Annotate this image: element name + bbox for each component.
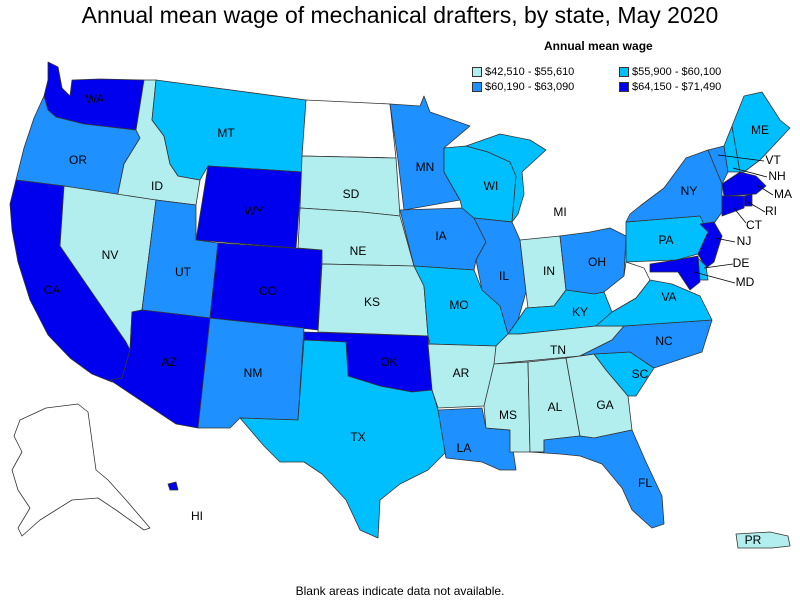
- state-label-ga: GA: [596, 398, 613, 412]
- state-label-vt: VT: [765, 153, 781, 167]
- state-nj[interactable]: [697, 221, 723, 269]
- legend-item-tier1: $42,510 - $55,610: [472, 66, 574, 78]
- state-label-mt: MT: [217, 126, 235, 140]
- state-label-ct: CT: [746, 218, 763, 232]
- state-label-nm: NM: [244, 366, 263, 380]
- state-md[interactable]: [649, 255, 701, 291]
- state-label-az: AZ: [161, 355, 176, 369]
- state-ri[interactable]: [743, 193, 753, 207]
- state-label-ok: OK: [380, 355, 397, 369]
- state-label-nj: NJ: [737, 234, 752, 248]
- state-pr[interactable]: [735, 531, 791, 549]
- state-label-ma: MA: [774, 187, 792, 201]
- page-title: Annual mean wage of mechanical drafters,…: [81, 2, 719, 28]
- legend-swatch-tier4: [619, 82, 629, 92]
- state-label-wy: WY: [244, 204, 263, 218]
- state-label-hi: HI: [191, 509, 203, 523]
- state-label-ar: AR: [453, 366, 470, 380]
- state-wv[interactable]: [603, 261, 651, 313]
- state-label-ia: IA: [435, 229, 446, 243]
- state-label-pa: PA: [658, 233, 673, 247]
- state-label-mn: MN: [416, 160, 435, 174]
- legend-label-tier1: $42,510 - $55,610: [485, 66, 575, 78]
- state-label-co: CO: [259, 284, 277, 298]
- state-label-wi: WI: [484, 179, 499, 193]
- state-label-me: ME: [751, 123, 769, 137]
- legend-label-tier2: $55,900 - $60,100: [632, 66, 722, 78]
- state-label-mo: MO: [449, 298, 468, 312]
- leader-ct: [732, 206, 747, 224]
- legend-swatch-tier2: [619, 67, 629, 77]
- state-label-ks: KS: [364, 295, 380, 309]
- state-label-fl: FL: [638, 476, 652, 490]
- state-label-ne: NE: [350, 244, 367, 258]
- leader-vt: [717, 154, 765, 162]
- state-label-sd: SD: [343, 187, 360, 201]
- state-fl[interactable]: [529, 429, 665, 529]
- leader-nj: [714, 237, 736, 243]
- state-label-ny: NY: [681, 184, 698, 198]
- legend-item-tier3: $60,190 - $63,090: [472, 81, 574, 93]
- legend-title: Annual mean wage: [544, 39, 653, 53]
- leader-nh: [732, 167, 768, 178]
- state-label-nv: NV: [102, 248, 119, 262]
- state-label-ca: CA: [44, 283, 61, 297]
- state-label-tx: TX: [350, 430, 365, 444]
- label-leader-lines: [693, 154, 774, 284]
- state-la[interactable]: [437, 407, 517, 471]
- state-label-id: ID: [151, 179, 163, 193]
- state-label-nc: NC: [655, 334, 673, 348]
- leader-de: [703, 263, 734, 269]
- state-label-oh: OH: [588, 255, 606, 269]
- state-sd[interactable]: [299, 155, 401, 217]
- state-label-or: OR: [69, 153, 87, 167]
- state-label-sc: SC: [632, 367, 649, 381]
- state-mi[interactable]: [465, 133, 547, 223]
- state-label-la: LA: [457, 441, 472, 455]
- state-hi[interactable]: [167, 481, 179, 491]
- state-label-md: MD: [736, 275, 755, 289]
- state-label-mi: MI: [553, 205, 566, 219]
- state-label-nh: NH: [768, 169, 785, 183]
- state-ma[interactable]: [721, 171, 767, 197]
- state-ak[interactable]: [11, 403, 151, 537]
- state-label-al: AL: [548, 400, 563, 414]
- state-label-ms: MS: [499, 408, 517, 422]
- legend-swatch-tier3: [472, 82, 482, 92]
- state-label-ky: KY: [572, 305, 588, 319]
- state-label-in: IN: [543, 264, 555, 278]
- state-label-wa: WA: [86, 92, 105, 106]
- state-label-ut: UT: [175, 265, 192, 279]
- state-label-pr: PR: [745, 533, 762, 547]
- footnote: Blank areas indicate data not available.: [295, 584, 505, 598]
- leader-ri: [747, 201, 766, 213]
- state-label-il: IL: [499, 269, 509, 283]
- leader-md: [693, 271, 736, 284]
- state-label-tn: TN: [550, 343, 566, 357]
- state-label-ri: RI: [765, 204, 777, 218]
- legend-swatch-tier1: [472, 67, 482, 77]
- state-label-de: DE: [733, 256, 750, 270]
- state-ct[interactable]: [721, 195, 745, 217]
- state-nd[interactable]: [301, 99, 397, 159]
- legend-label-tier4: $64,150 - $71,490: [632, 81, 722, 93]
- legend-label-tier3: $60,190 - $63,090: [485, 81, 575, 93]
- state-label-va: VA: [661, 290, 676, 304]
- state-tx[interactable]: [239, 339, 447, 539]
- leader-ma: [756, 184, 774, 196]
- legend-item-tier2: $55,900 - $60,100: [619, 66, 721, 78]
- legend-item-tier4: $64,150 - $71,490: [619, 81, 721, 93]
